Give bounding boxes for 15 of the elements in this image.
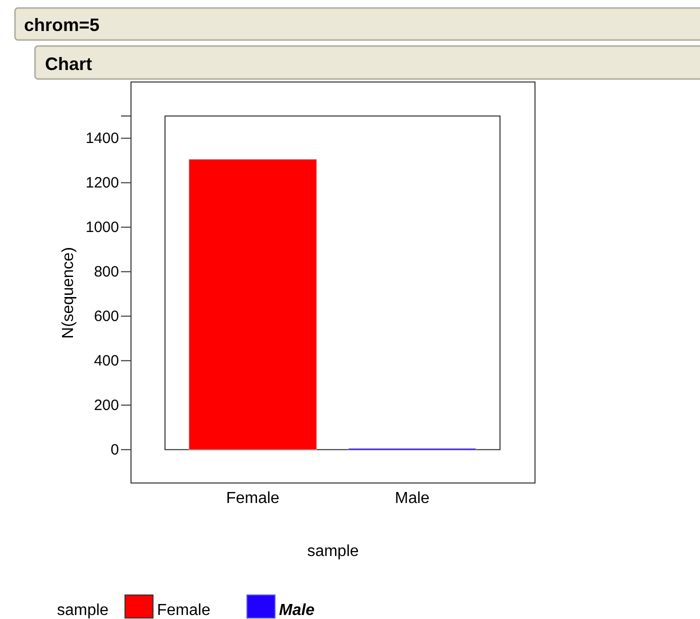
y-tick-label: 1000	[86, 219, 119, 236]
y-tick-label: 200	[94, 396, 119, 414]
x-axis-title: sample	[307, 543, 359, 560]
legend-label: Male	[279, 602, 315, 619]
legend-title: sample	[57, 602, 109, 619]
y-tick-label: 1200	[86, 174, 119, 192]
y-tick-label: 1400	[86, 130, 119, 148]
y-tick-label: 0	[110, 441, 119, 458]
legend-label: Female	[157, 602, 210, 619]
y-axis-title: N(sequence)	[60, 247, 77, 339]
y-tick-label: 600	[94, 308, 119, 325]
y-tick-label: 400	[94, 352, 119, 370]
y-tick-label: 800	[94, 263, 119, 280]
chart-title: chrom=5	[24, 15, 100, 35]
chart-subtitle: Chart	[45, 54, 92, 74]
